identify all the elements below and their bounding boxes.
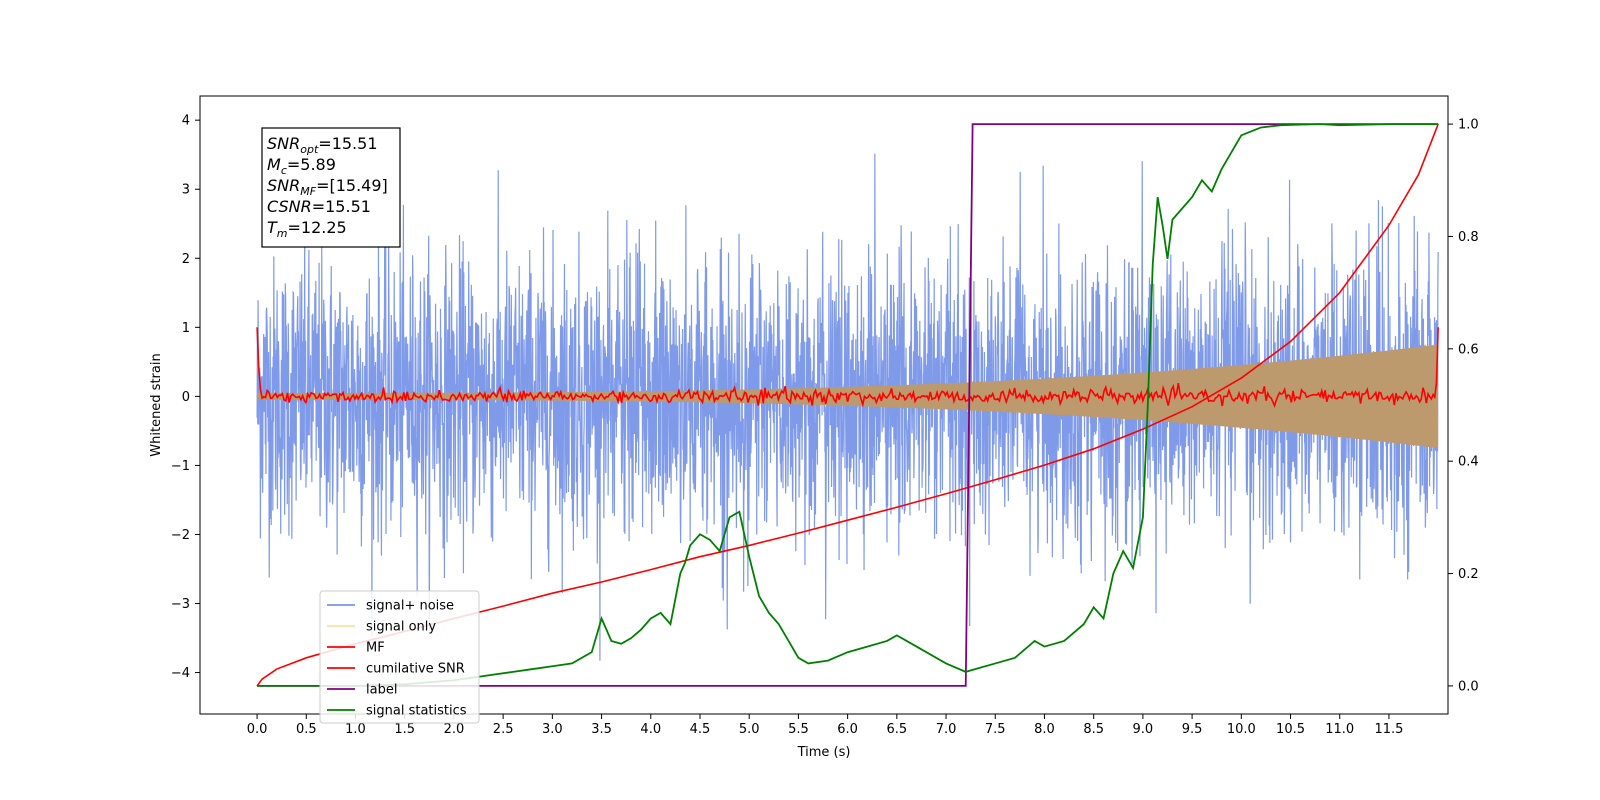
y-tick-label-left: −1 xyxy=(171,459,190,474)
annotation-line: CSNR=15.51 xyxy=(267,197,371,216)
legend: signal+ noise signal only MF cumilative SNR… xyxy=(319,590,480,724)
legend-entry: signal statistics xyxy=(366,704,467,719)
x-tick-label: 10.0 xyxy=(1227,722,1256,737)
legend-entry: signal+ noise xyxy=(366,599,454,614)
x-tick-label: 8.5 xyxy=(1083,722,1104,737)
y-tick-label-right: 0.4 xyxy=(1458,455,1479,470)
legend-entry: signal only xyxy=(366,620,436,635)
y-tick-label-left: 4 xyxy=(182,114,190,129)
series-signal-statistics xyxy=(257,123,1439,687)
y-tick-label-left: −4 xyxy=(171,666,190,681)
x-axis-title: Time (s) xyxy=(797,745,851,760)
series-signal-only xyxy=(257,344,1439,449)
x-tick-label: 9.5 xyxy=(1182,722,1203,737)
x-tick-label: 3.0 xyxy=(542,722,563,737)
legend-entry: cumilative SNR xyxy=(366,662,465,677)
y-tick-label-left: 3 xyxy=(182,183,190,198)
y-axis-left: 4 3 2 1 0 −1 −2 −3 −4 xyxy=(171,114,200,681)
x-tick-label: 8.0 xyxy=(1034,722,1055,737)
x-axis: 0.0 0.5 1.0 1.5 2.0 2.5 3.0 3.5 4.0 4.5 5.0 5.5 6.0 6… xyxy=(247,714,1403,737)
y-tick-label-right: 1.0 xyxy=(1458,118,1479,133)
y-tick-label-left: 0 xyxy=(182,390,190,405)
annotation-line: Mc=5.89 xyxy=(267,155,336,177)
y-tick-label-right: 0.2 xyxy=(1458,567,1479,582)
annotation-line: Tm=12.25 xyxy=(267,218,347,240)
x-tick-label: 0.5 xyxy=(296,722,317,737)
y-tick-label-right: 0.6 xyxy=(1458,342,1479,357)
y-tick-label-left: −3 xyxy=(171,597,190,612)
y-tick-label-right: 0.8 xyxy=(1458,230,1479,245)
x-tick-label: 11.5 xyxy=(1374,722,1403,737)
y-tick-label-left: 2 xyxy=(182,252,190,267)
series-mf xyxy=(256,327,1439,408)
x-tick-label: 7.0 xyxy=(936,722,957,737)
x-tick-label: 1.5 xyxy=(394,722,415,737)
x-tick-label: 1.0 xyxy=(345,722,366,737)
x-tick-label: 2.0 xyxy=(444,722,465,737)
series-signal-noise xyxy=(256,153,1439,661)
annotation-line: SNRMF=[15.49] xyxy=(267,176,388,198)
x-tick-label: 7.5 xyxy=(985,722,1006,737)
x-tick-label: 6.0 xyxy=(837,722,858,737)
y-axis-right: 1.0 0.8 0.6 0.4 0.2 0.0 xyxy=(1448,118,1479,694)
x-tick-label: 11.0 xyxy=(1325,722,1354,737)
x-tick-label: 0.0 xyxy=(247,722,268,737)
y-tick-label-right: 0.0 xyxy=(1458,679,1479,694)
annotation-box: SNRopt=15.51Mc=5.89SNRMF=[15.49]CSNR=15.… xyxy=(261,127,401,248)
x-tick-label: 4.5 xyxy=(690,722,711,737)
x-tick-label: 4.0 xyxy=(640,722,661,737)
legend-entry: label xyxy=(366,683,397,698)
x-tick-label: 5.5 xyxy=(788,722,809,737)
legend-entry: MF xyxy=(366,641,385,656)
x-tick-label: 3.5 xyxy=(591,722,612,737)
y-tick-label-left: 1 xyxy=(182,321,190,336)
annotation-line: SNRopt=15.51 xyxy=(267,134,378,156)
x-tick-label: 10.5 xyxy=(1276,722,1305,737)
x-tick-label: 6.5 xyxy=(886,722,907,737)
y-tick-label-left: −2 xyxy=(171,528,190,543)
x-tick-label: 5.0 xyxy=(739,722,760,737)
x-tick-label: 9.0 xyxy=(1133,722,1154,737)
y-axis-title: Whitened strain xyxy=(149,353,164,456)
axes-frame xyxy=(199,95,1449,715)
x-tick-label: 2.5 xyxy=(493,722,514,737)
series-label xyxy=(257,123,1439,687)
